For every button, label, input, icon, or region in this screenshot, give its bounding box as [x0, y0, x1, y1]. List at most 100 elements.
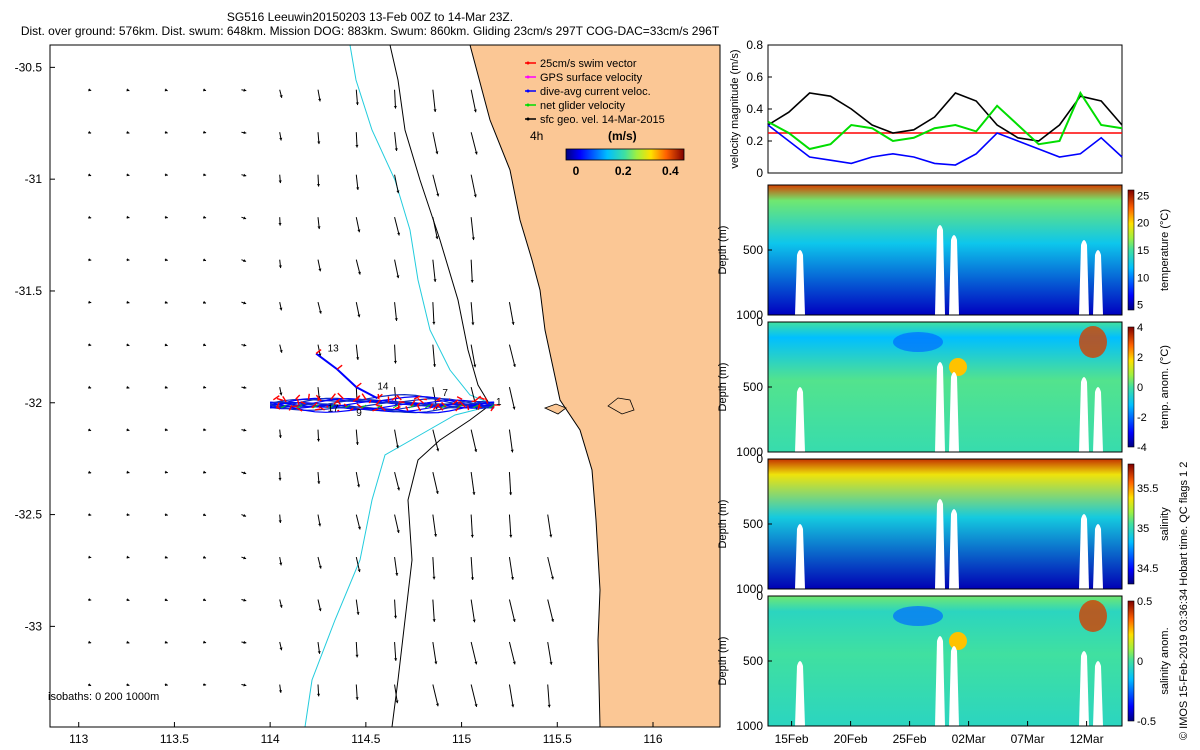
geo-arrow-head — [243, 556, 247, 560]
geo-arrow-shaft — [470, 429, 477, 453]
section-colorbar-tick-label: -2 — [1137, 412, 1147, 424]
geo-arrow-head — [510, 577, 515, 580]
legend-entry: GPS surface velocity — [540, 72, 643, 84]
geo-arrow-head — [88, 598, 92, 602]
section-y-tick-label: 1000 — [736, 445, 763, 459]
section-y-tick-label: 500 — [743, 517, 763, 531]
geo-arrow-shaft — [394, 556, 398, 576]
geo-arrow-head — [547, 704, 551, 708]
geo-arrow-head — [279, 604, 283, 608]
map-x-tick-label: 114 — [261, 732, 280, 746]
no-data-gap — [1093, 524, 1103, 589]
geo-arrow-head — [470, 534, 474, 538]
geo-arrow-head — [511, 704, 515, 708]
geo-arrow-head — [432, 321, 436, 325]
geo-arrow-head — [509, 534, 513, 538]
geo-arrow-head — [396, 275, 400, 279]
no-data-gap — [795, 387, 805, 452]
swim-vector — [416, 402, 421, 406]
geo-arrow-head — [355, 442, 359, 445]
geo-arrow-head — [202, 555, 206, 559]
geo-arrow-head — [512, 661, 516, 665]
geo-arrow-head — [165, 470, 168, 474]
geo-arrow-shaft — [508, 599, 516, 623]
geo-arrow-head — [474, 661, 478, 665]
swim-vector — [337, 392, 345, 400]
swim-vector — [368, 399, 372, 404]
geo-arrow-head — [243, 428, 247, 432]
velocity-y-tick-label: 0.4 — [746, 102, 763, 116]
colorbar-units: (m/s) — [608, 129, 637, 143]
geo-arrow-head — [317, 481, 321, 484]
geo-arrow-shaft — [432, 259, 436, 282]
geo-arrow-head — [88, 300, 92, 304]
track-day-label: 9 — [356, 408, 362, 419]
swim-vector — [361, 393, 367, 401]
section-colorbar — [1127, 600, 1135, 722]
map-y-tick-label: -31.5 — [15, 284, 43, 298]
geo-arrow-head — [512, 406, 516, 410]
swim-vector — [376, 393, 383, 399]
geo-arrow-head — [317, 693, 321, 697]
section-panel: 0 500 1000 Depth (m) 0.5 0 -0.5 salinity anom. — [717, 589, 1171, 733]
section-y-tick-label: 1000 — [736, 582, 763, 596]
geo-arrow-head — [278, 180, 282, 184]
geo-arrow-shaft — [470, 557, 474, 581]
time-tick-label: 15Feb — [775, 732, 809, 746]
geo-arrow-head — [126, 428, 130, 432]
geo-arrow-shaft — [394, 174, 399, 194]
geo-arrow-shaft — [470, 217, 475, 241]
island — [607, 397, 635, 415]
geo-arrow-head — [474, 703, 478, 707]
no-data-gap — [949, 372, 959, 452]
no-data-gap — [935, 499, 945, 589]
swim-vector — [296, 398, 300, 406]
section-y-tick-label: 0 — [756, 589, 763, 603]
swim-vector — [396, 394, 402, 401]
geo-arrow-head — [278, 520, 282, 523]
geo-arrow-head — [394, 318, 398, 321]
geo-arrow-head — [88, 173, 92, 177]
geo-arrow-head — [395, 573, 399, 576]
geo-arrow-shaft — [508, 387, 516, 410]
geo-arrow-shaft — [547, 641, 552, 665]
map-x-tick-label: 113.5 — [160, 732, 189, 746]
geo-arrow-head — [316, 183, 321, 187]
net-velocity-vector — [488, 404, 495, 409]
swim-vector — [315, 349, 322, 355]
no-data-gap — [1079, 377, 1089, 452]
geo-arrow-shaft — [394, 132, 398, 152]
geo-arrow-head — [164, 640, 168, 644]
map-y-tick-label: -31 — [25, 172, 43, 186]
title-line-2: Dist. over ground: 576km. Dist. swum: 64… — [20, 24, 720, 38]
anomaly-blob — [893, 606, 943, 626]
title-line-1: SG516 Leeuwin20150203 13-Feb 00Z to 14-M… — [226, 10, 514, 24]
no-data-gap — [1093, 387, 1103, 452]
geo-arrow-head — [356, 357, 360, 360]
swim-vector — [429, 403, 434, 409]
geo-arrow-head — [243, 259, 247, 262]
geo-arrow-head — [279, 349, 283, 353]
swim-vector — [288, 405, 293, 411]
swim-vector — [394, 406, 401, 410]
geo-arrow-head — [164, 88, 168, 92]
geo-arrow-head — [203, 173, 207, 177]
map-x-axis: 113 113.5 114 114.5 115 115.5 116 — [69, 722, 663, 746]
geo-arrow-shaft — [394, 641, 397, 661]
geo-arrow-head — [357, 271, 361, 275]
velocity-y-tick-label: 0.2 — [746, 134, 763, 148]
geo-arrow-shaft — [432, 302, 435, 325]
geo-arrow-shaft — [470, 684, 478, 707]
geo-arrow-head — [203, 470, 207, 474]
geo-arrow-head — [88, 130, 92, 134]
geo-arrow-head — [126, 88, 130, 92]
geo-arrow-shaft — [394, 599, 397, 619]
legend-marker — [526, 117, 530, 121]
swim-vector — [311, 402, 318, 409]
geo-arrow-head — [318, 310, 322, 314]
net-velocity-vector — [328, 404, 335, 409]
swim-vector — [432, 403, 440, 411]
geo-arrow-head — [318, 565, 322, 569]
section-heatmap — [767, 321, 1123, 453]
